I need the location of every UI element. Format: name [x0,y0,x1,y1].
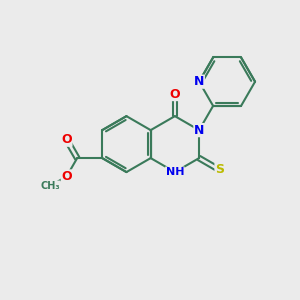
Text: O: O [169,88,180,100]
Text: N: N [194,124,204,136]
Text: N: N [194,75,204,88]
Text: S: S [215,164,224,176]
Text: NH: NH [166,167,184,177]
Text: O: O [61,170,72,183]
Text: O: O [61,133,72,146]
Text: CH₃: CH₃ [40,181,60,191]
